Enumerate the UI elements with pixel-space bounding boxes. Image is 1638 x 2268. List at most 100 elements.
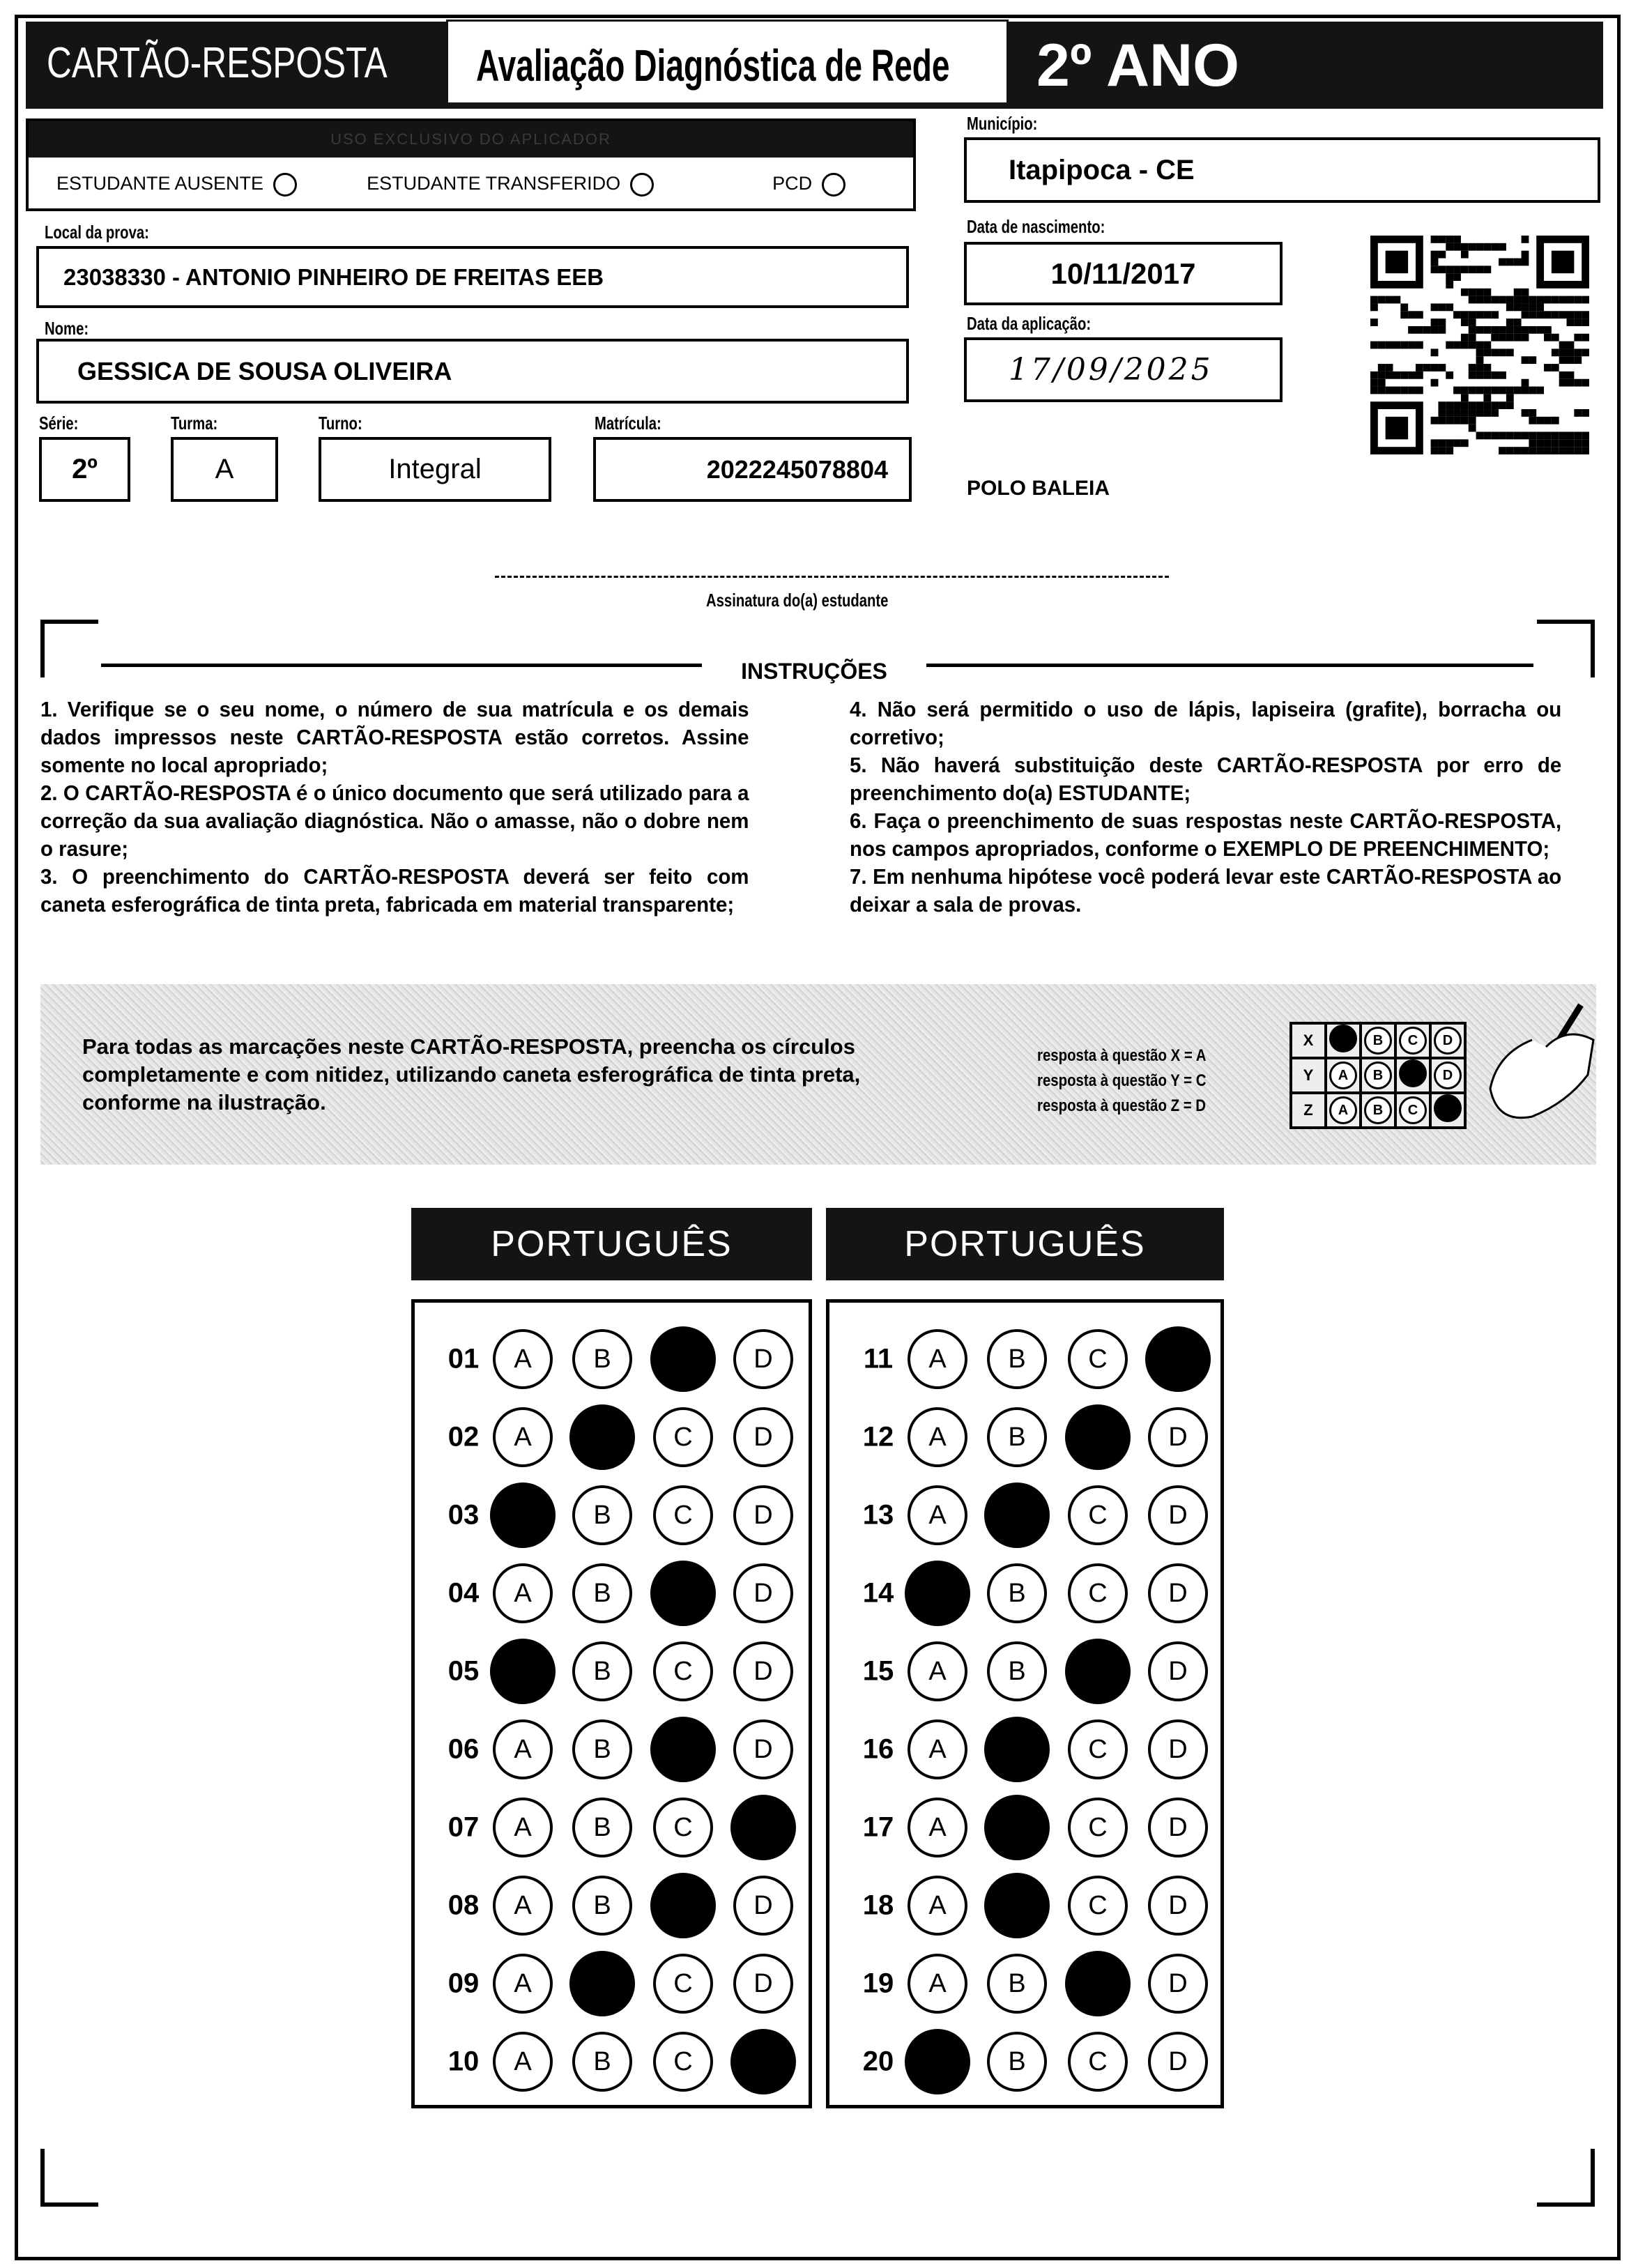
turno-field: Integral — [319, 437, 551, 502]
answer-bubble-19-c[interactable] — [1065, 1951, 1131, 2016]
question-number: 03 — [447, 1499, 480, 1531]
answer-bubble-11-b[interactable]: B — [987, 1329, 1047, 1389]
question-number: 08 — [447, 1890, 480, 1921]
subject-header: PORTUGUÊS — [826, 1208, 1224, 1280]
answer-bubble-09-b[interactable] — [569, 1951, 635, 2016]
answer-bubble-05-a[interactable] — [490, 1639, 556, 1704]
answer-bubble-02-c[interactable]: C — [653, 1407, 713, 1467]
answer-bubble-10-d[interactable] — [730, 2029, 796, 2094]
instruction-item: 4. Não será permitido o uso de lápis, la… — [850, 697, 1562, 749]
answer-bubble-04-a[interactable]: A — [493, 1563, 553, 1623]
answer-bubble-08-a[interactable]: A — [493, 1876, 553, 1936]
answer-bubble-16-a[interactable]: A — [908, 1719, 967, 1779]
answer-bubble-19-d[interactable]: D — [1148, 1954, 1208, 2014]
example-bubble: A — [1329, 1096, 1357, 1124]
answer-bubble-02-d[interactable]: D — [733, 1407, 793, 1467]
answer-bubble-09-c[interactable]: C — [653, 1954, 713, 2014]
answer-bubble-06-d[interactable]: D — [733, 1719, 793, 1779]
answer-bubble-03-b[interactable]: B — [572, 1485, 632, 1545]
answer-bubble-15-c[interactable] — [1065, 1639, 1131, 1704]
answer-bubble-12-a[interactable]: A — [908, 1407, 967, 1467]
answer-bubble-12-c[interactable] — [1065, 1404, 1131, 1470]
answer-bubble-15-b[interactable]: B — [987, 1641, 1047, 1701]
answer-grid: 11 A B C 12 A B D 13 A C D 14 B C D 15 A B D 16 A C D 17 A C D 18 A C D… — [826, 1299, 1224, 2108]
pcd-bubble[interactable] — [822, 172, 846, 197]
answer-bubble-11-d[interactable] — [1145, 1326, 1211, 1392]
answer-bubble-18-d[interactable]: D — [1148, 1876, 1208, 1936]
answer-bubble-11-c[interactable]: C — [1068, 1329, 1128, 1389]
answer-bubble-16-d[interactable]: D — [1148, 1719, 1208, 1779]
answer-bubble-18-a[interactable]: A — [908, 1876, 967, 1936]
answer-bubble-08-c[interactable] — [650, 1873, 716, 1938]
answer-bubble-16-c[interactable]: C — [1068, 1719, 1128, 1779]
ausente-bubble[interactable] — [273, 172, 298, 197]
answer-bubble-07-a[interactable]: A — [493, 1798, 553, 1857]
answer-bubble-10-c[interactable]: C — [653, 2032, 713, 2092]
answer-bubble-13-a[interactable]: A — [908, 1485, 967, 1545]
answer-bubble-09-a[interactable]: A — [493, 1954, 553, 2014]
answer-bubble-10-b[interactable]: B — [572, 2032, 632, 2092]
divider — [926, 664, 1533, 667]
qr-code-icon — [1370, 236, 1589, 454]
option-pcd: PCD — [772, 172, 846, 197]
answer-bubble-20-a[interactable] — [905, 2029, 970, 2094]
answer-bubble-01-c[interactable] — [650, 1326, 716, 1392]
answer-bubble-12-d[interactable]: D — [1148, 1407, 1208, 1467]
answer-bubble-15-d[interactable]: D — [1148, 1641, 1208, 1701]
answer-bubble-02-a[interactable]: A — [493, 1407, 553, 1467]
answer-bubble-17-b[interactable] — [984, 1795, 1050, 1860]
answer-bubble-05-c[interactable]: C — [653, 1641, 713, 1701]
answer-bubble-02-b[interactable] — [569, 1404, 635, 1470]
answer-bubble-14-c[interactable]: C — [1068, 1563, 1128, 1623]
example-bubble: D — [1434, 1062, 1462, 1089]
answer-bubble-16-b[interactable] — [984, 1717, 1050, 1782]
serie-label: Série: — [39, 413, 79, 434]
answer-bubble-03-a[interactable] — [490, 1482, 556, 1548]
answer-bubble-20-c[interactable]: C — [1068, 2032, 1128, 2092]
aplicacao-field[interactable]: 17/09/2025 — [964, 337, 1283, 402]
answer-bubble-06-a[interactable]: A — [493, 1719, 553, 1779]
answer-bubble-14-d[interactable]: D — [1148, 1563, 1208, 1623]
answer-bubble-20-d[interactable]: D — [1148, 2032, 1208, 2092]
answer-bubble-03-c[interactable]: C — [653, 1485, 713, 1545]
answer-bubble-19-b[interactable]: B — [987, 1954, 1047, 2014]
answer-bubble-06-c[interactable] — [650, 1717, 716, 1782]
answer-bubble-05-b[interactable]: B — [572, 1641, 632, 1701]
answer-bubble-17-a[interactable]: A — [908, 1798, 967, 1857]
answer-bubble-19-a[interactable]: A — [908, 1954, 967, 2014]
instruction-item: 5. Não haverá substituição deste CARTÃO-… — [850, 753, 1562, 805]
answer-bubble-04-c[interactable] — [650, 1561, 716, 1626]
answer-bubble-07-c[interactable]: C — [653, 1798, 713, 1857]
transferido-bubble[interactable] — [630, 172, 655, 197]
answer-bubble-14-a[interactable] — [905, 1561, 970, 1626]
answer-bubble-05-d[interactable]: D — [733, 1641, 793, 1701]
answer-bubble-14-b[interactable]: B — [987, 1563, 1047, 1623]
answer-bubble-04-d[interactable]: D — [733, 1563, 793, 1623]
answer-bubble-01-b[interactable]: B — [572, 1329, 632, 1389]
answer-bubble-07-d[interactable] — [730, 1795, 796, 1860]
answer-bubble-13-d[interactable]: D — [1148, 1485, 1208, 1545]
answer-bubble-13-b[interactable] — [984, 1482, 1050, 1548]
answer-bubble-18-b[interactable] — [984, 1873, 1050, 1938]
answer-bubble-08-b[interactable]: B — [572, 1876, 632, 1936]
answer-bubble-18-c[interactable]: C — [1068, 1876, 1128, 1936]
answer-bubble-04-b[interactable]: B — [572, 1563, 632, 1623]
answer-bubble-10-a[interactable]: A — [493, 2032, 553, 2092]
answer-bubble-11-a[interactable]: A — [908, 1329, 967, 1389]
signature-line[interactable] — [495, 576, 1169, 578]
answer-bubble-17-d[interactable]: D — [1148, 1798, 1208, 1857]
answer-bubble-08-d[interactable]: D — [733, 1876, 793, 1936]
answer-bubble-12-b[interactable]: B — [987, 1407, 1047, 1467]
answer-bubble-06-b[interactable]: B — [572, 1719, 632, 1779]
answer-bubble-17-c[interactable]: C — [1068, 1798, 1128, 1857]
answer-bubble-03-d[interactable]: D — [733, 1485, 793, 1545]
answer-bubble-01-a[interactable]: A — [493, 1329, 553, 1389]
answer-bubble-20-b[interactable]: B — [987, 2032, 1047, 2092]
answer-bubble-01-d[interactable]: D — [733, 1329, 793, 1389]
answer-bubble-09-d[interactable]: D — [733, 1954, 793, 2014]
answer-bubble-07-b[interactable]: B — [572, 1798, 632, 1857]
answer-bubble-13-c[interactable]: C — [1068, 1485, 1128, 1545]
answer-bubble-15-a[interactable]: A — [908, 1641, 967, 1701]
